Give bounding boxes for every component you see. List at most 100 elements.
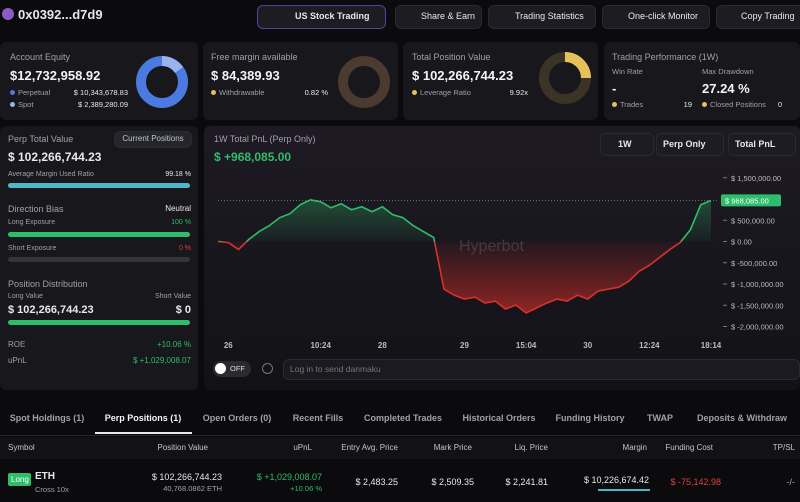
dropdown-label: Total PnL <box>735 139 776 149</box>
button-label: One-click Monitor <box>628 11 699 21</box>
tab[interactable]: Deposits & Withdraw <box>697 413 787 423</box>
value: $ 102,266,744.23 <box>8 150 102 164</box>
progress-bar <box>8 257 190 262</box>
cell: -/- <box>786 477 796 487</box>
tab[interactable]: Spot Holdings (1) <box>9 413 85 423</box>
margin-bar <box>598 489 650 491</box>
button-label: Share & Earn <box>421 11 476 21</box>
cell: $ +1,029,008.07 <box>256 472 322 482</box>
value: 27.24 % <box>702 81 750 96</box>
y-tick-label: $ -1,500,000.00 <box>731 301 784 310</box>
value: 100 % <box>171 219 191 226</box>
label: Spot <box>18 100 34 109</box>
value: 19 <box>683 100 692 109</box>
column-header: uPnL <box>293 443 312 452</box>
mode: Cross 10x <box>35 485 69 494</box>
dropdown[interactable] <box>600 133 654 156</box>
button[interactable] <box>716 5 800 29</box>
label: Long Exposure <box>8 219 56 226</box>
cell: +10.06 % <box>290 484 322 493</box>
value: $ 102,266,744.23 <box>412 68 514 83</box>
label: Position Distribution <box>8 279 88 289</box>
label: Total Position Value <box>412 52 491 62</box>
dropdown-label: Perp Only <box>663 139 706 149</box>
card <box>604 42 800 120</box>
label: Leverage Ratio <box>420 88 471 97</box>
x-tick-label: 30 <box>583 341 592 350</box>
y-tick-label: $ -500,000.00 <box>731 259 777 268</box>
y-tick-label: $ -1,000,000.00 <box>731 280 784 289</box>
address: 0x0392...d7d9 <box>18 7 103 22</box>
value: 0.82 % <box>304 88 328 97</box>
tab-underline <box>95 432 192 434</box>
button[interactable] <box>395 5 482 29</box>
button-label: US Stock Trading <box>295 11 370 21</box>
label: Long Value <box>8 293 43 300</box>
label: Perp Total Value <box>8 134 74 144</box>
column-header: Margin <box>622 443 647 452</box>
toggle-label: OFF <box>230 364 245 373</box>
value: 0 <box>777 100 782 109</box>
side: Long <box>11 475 29 484</box>
label: ROE <box>8 340 26 349</box>
divider <box>0 435 800 436</box>
button[interactable] <box>257 5 386 29</box>
tab[interactable]: Completed Trades <box>363 413 443 423</box>
cell: $ -75,142.98 <box>670 477 721 487</box>
x-tick-label: 26 <box>224 341 233 350</box>
dot <box>10 102 15 107</box>
label: uPnL <box>8 356 27 365</box>
current-badge <box>721 194 781 207</box>
value: $12,732,958.92 <box>10 68 101 83</box>
y-tick-label: $ 0.00 <box>731 238 752 247</box>
dot <box>412 90 417 95</box>
cell: $ 2,241.81 <box>505 477 548 487</box>
donut-segment <box>564 52 591 79</box>
progress-bar <box>8 320 190 325</box>
toggle-knob <box>215 363 226 374</box>
dot <box>10 90 15 95</box>
tab[interactable]: Historical Orders <box>462 413 536 423</box>
icon[interactable] <box>262 363 273 374</box>
value: $ +1,029,008.07 <box>132 356 191 365</box>
label: 1W Total PnL (Perp Only) <box>214 134 316 144</box>
value: $ 0 <box>175 304 191 316</box>
dot <box>702 102 707 107</box>
tab[interactable]: TWAP <box>647 413 673 423</box>
value: +10.06 % <box>156 340 191 349</box>
value: 9.92x <box>509 88 528 97</box>
y-tick-label: $ -2,000,000.00 <box>731 323 784 332</box>
button-label: Trading Statistics <box>515 11 584 21</box>
dropdown[interactable] <box>656 133 724 156</box>
cell: $ 102,266,744.23 <box>151 472 222 482</box>
dropdown[interactable] <box>728 133 796 156</box>
button[interactable] <box>602 5 710 29</box>
button[interactable] <box>488 5 596 29</box>
table-header <box>0 437 800 459</box>
x-tick-label: 15:04 <box>516 341 537 350</box>
donut <box>338 56 390 108</box>
label: Withdrawable <box>219 88 265 97</box>
dot <box>211 90 216 95</box>
button[interactable] <box>114 131 192 148</box>
column-header: Funding Cost <box>665 443 713 452</box>
label: Short Value <box>154 293 191 300</box>
value: $ 84,389.93 <box>211 68 280 83</box>
tab[interactable]: Funding History <box>555 413 625 423</box>
x-tick-label: 29 <box>460 341 469 350</box>
badge <box>8 473 31 486</box>
value: 0 % <box>178 245 191 252</box>
label: Max Drawdown <box>702 67 754 76</box>
tab[interactable]: Perp Positions (1) <box>104 413 182 423</box>
avatar <box>2 8 14 20</box>
chart: Hyperbot $ 1,500,000.00$ 500,000.00$ 0.0… <box>217 174 784 350</box>
column-header: Entry Avg. Price <box>341 443 398 452</box>
tab[interactable]: Open Orders (0) <box>202 413 272 423</box>
tab[interactable]: Recent Fills <box>292 413 344 423</box>
value: 99.18 % <box>165 171 191 178</box>
progress-bar <box>8 183 190 188</box>
donut-segment <box>161 56 184 74</box>
button-label: Current Positions <box>122 134 184 143</box>
label: Win Rate <box>612 67 643 76</box>
